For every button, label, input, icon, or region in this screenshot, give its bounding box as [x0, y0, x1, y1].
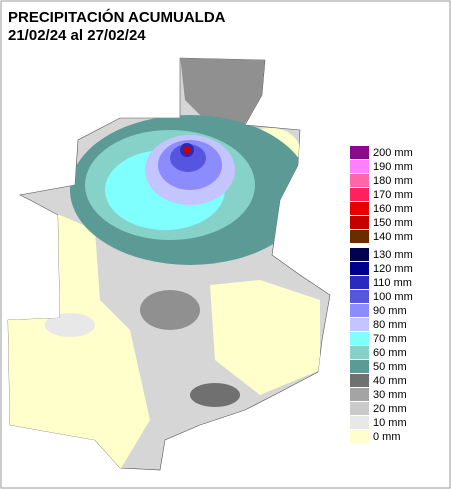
legend-label: 200 mm — [373, 147, 413, 159]
legend-label: 90 mm — [373, 305, 407, 317]
legend-swatch — [350, 248, 369, 261]
legend-swatch — [350, 318, 369, 331]
legend-swatch — [350, 216, 369, 229]
legend-swatch — [350, 262, 369, 275]
legend-label: 100 mm — [373, 291, 413, 303]
zone-150 — [183, 146, 191, 154]
legend-label: 60 mm — [373, 347, 407, 359]
legend-swatch — [350, 230, 369, 243]
legend-swatch — [350, 202, 369, 215]
legend-swatch — [350, 374, 369, 387]
legend-swatch — [350, 276, 369, 289]
legend-label: 110 mm — [373, 277, 412, 289]
legend-swatch — [350, 416, 369, 429]
legend-swatch — [350, 346, 369, 359]
legend-swatch — [350, 188, 369, 201]
legend-label: 150 mm — [373, 217, 413, 229]
legend-swatch — [350, 304, 369, 317]
legend-swatch — [350, 402, 369, 415]
period: 21/02/24 al 27/02/24 — [8, 27, 146, 44]
legend-label: 20 mm — [373, 403, 407, 415]
zone-south — [190, 383, 240, 407]
legend-label: 10 mm — [373, 417, 407, 429]
zone-center — [140, 290, 200, 330]
legend-label: 170 mm — [373, 189, 413, 201]
legend-label: 70 mm — [373, 333, 407, 345]
zone-west — [45, 313, 95, 337]
zone-100 — [170, 144, 206, 172]
legend-label: 40 mm — [373, 375, 407, 387]
zone-north — [180, 58, 265, 130]
legend-swatch — [350, 430, 369, 443]
legend-label: 160 mm — [373, 203, 413, 215]
legend-swatch — [350, 290, 369, 303]
legend-label: 180 mm — [373, 175, 413, 187]
title: PRECIPITACIÓN ACUMUALDA — [8, 8, 226, 26]
legend: 200 mm 190 mm 180 mm 170 mm 160 mm 150 mm 140 … — [350, 146, 413, 443]
map — [7, 57, 331, 471]
legend-label: 80 mm — [373, 319, 407, 331]
legend-swatch — [350, 160, 369, 173]
zone-dry-east — [210, 280, 320, 395]
legend-swatch — [350, 332, 369, 345]
legend-label: 30 mm — [373, 389, 407, 401]
legend-swatch — [350, 174, 369, 187]
legend-label: 0 mm — [373, 431, 401, 443]
legend-label: 190 mm — [373, 161, 413, 173]
legend-label: 50 mm — [373, 361, 407, 373]
legend-swatch — [350, 360, 369, 373]
legend-label: 140 mm — [373, 231, 413, 243]
legend-label: 130 mm — [373, 249, 413, 261]
legend-swatch — [350, 388, 369, 401]
legend-swatch — [350, 146, 369, 159]
legend-label: 120 mm — [373, 263, 413, 275]
